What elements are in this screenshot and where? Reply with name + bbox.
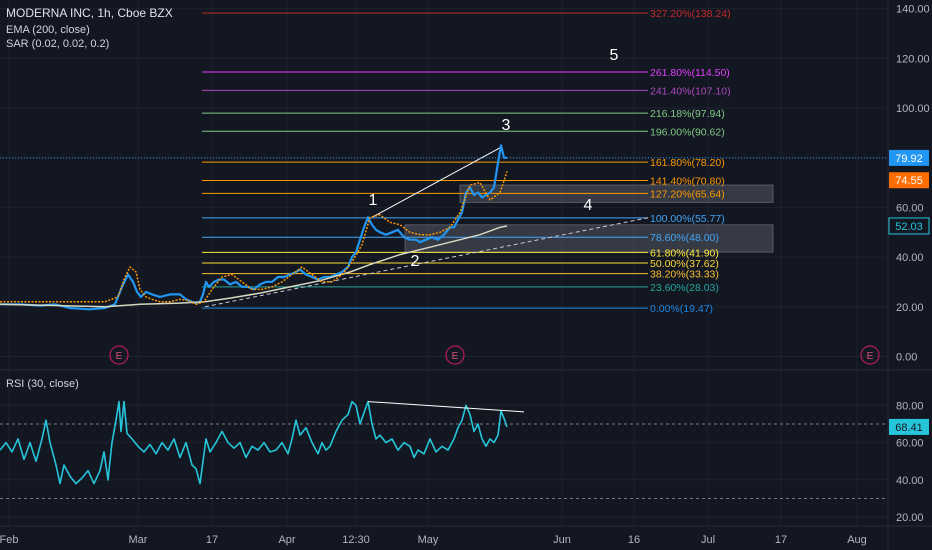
rsi-value: 68.41 [895,422,923,434]
rsi-y-tick-label: 80.00 [896,400,924,412]
x-tick-label: 16 [628,534,640,546]
wave-label: 2 [411,253,420,270]
sar-series-line [0,171,508,306]
upper-trendline [371,147,501,218]
fib-level-label: 38.20%(33.33) [650,269,719,281]
ema200-value: 52.03 [895,221,923,233]
fib-level-label: 61.80%(41.90) [650,247,719,259]
x-tick-label: Jun [553,534,571,546]
ema-series-line [0,225,508,308]
fib-level-label: 141.40%(70.80) [650,176,725,188]
x-tick-label: Jul [701,534,715,546]
x-tick-label: 12:30 [342,534,370,546]
fib-level-label: 50.00%(37.62) [650,258,719,270]
fib-level-label: 100.00%(55.77) [650,213,725,225]
y-tick-label: 40.00 [896,252,924,264]
fib-level-label: 23.60%(28.03) [650,282,719,294]
fib-level-label: 78.60%(48.00) [650,232,719,244]
fib-level-label: 241.40%(107.10) [650,85,731,97]
y-tick-label: 20.00 [896,302,924,314]
x-tick-label: 17 [775,534,787,546]
earnings-marker-label: E [452,351,459,362]
fib-level-label: 161.80%(78.20) [650,157,725,169]
rsi-y-tick-label: 60.00 [896,438,924,450]
x-tick-label: 17 [206,534,218,546]
x-tick-label: Feb [0,534,18,546]
fib-level-label: 196.00%(90.62) [650,126,725,138]
last-price-value: 79.92 [895,153,923,165]
rsi-value-badge [889,418,929,435]
earnings-marker-label: E [116,351,123,362]
rsi-series-line [0,400,508,485]
last-price-badge [889,149,929,166]
fib-level-label: 327.20%(138.24) [650,8,731,20]
earnings-marker [109,345,129,365]
rsi-y-tick-label: 20.00 [896,512,924,524]
wave-label: 4 [584,197,593,214]
rsi-legend[interactable]: RSI (30, close) [6,378,79,390]
fib-level-label: 216.18%(97.94) [650,108,725,120]
ema-price-value: 74.55 [895,175,923,187]
x-tick-label: May [418,534,439,546]
fib-level-label: 127.20%(65.64) [650,188,725,200]
ema-price-badge [889,172,929,189]
x-tick-label: Aug [847,534,867,546]
wave-label: 5 [610,47,619,64]
y-tick-label: 0.00 [896,352,917,364]
sar-legend[interactable]: SAR (0.02, 0.02, 0.2) [6,38,110,50]
price-series-line [0,144,508,311]
fib-level-label: 261.80%(114.50) [650,67,730,79]
lower-trendline [204,216,651,308]
y-tick-label: 140.00 [896,4,930,16]
symbol-title[interactable]: MODERNA INC, 1h, Cboe BZX [6,6,173,20]
ema200-badge [888,217,930,235]
x-tick-label: Mar [129,534,148,546]
y-tick-label: 60.00 [896,202,924,214]
y-tick-label: 100.00 [896,103,930,115]
rsi-y-tick-label: 40.00 [896,475,924,487]
rsi-divergence-line [367,401,525,413]
wave-label: 1 [369,192,378,209]
earnings-marker-label: E [867,351,874,362]
x-tick-label: Apr [278,534,295,546]
earnings-marker [445,345,465,365]
y-tick-label: 120.00 [896,53,930,65]
fib-level-label: 0.00%(19.47) [650,303,713,315]
earnings-marker [860,345,880,365]
ema-legend[interactable]: EMA (200, close) [6,24,90,36]
wave-label: 3 [502,117,511,134]
